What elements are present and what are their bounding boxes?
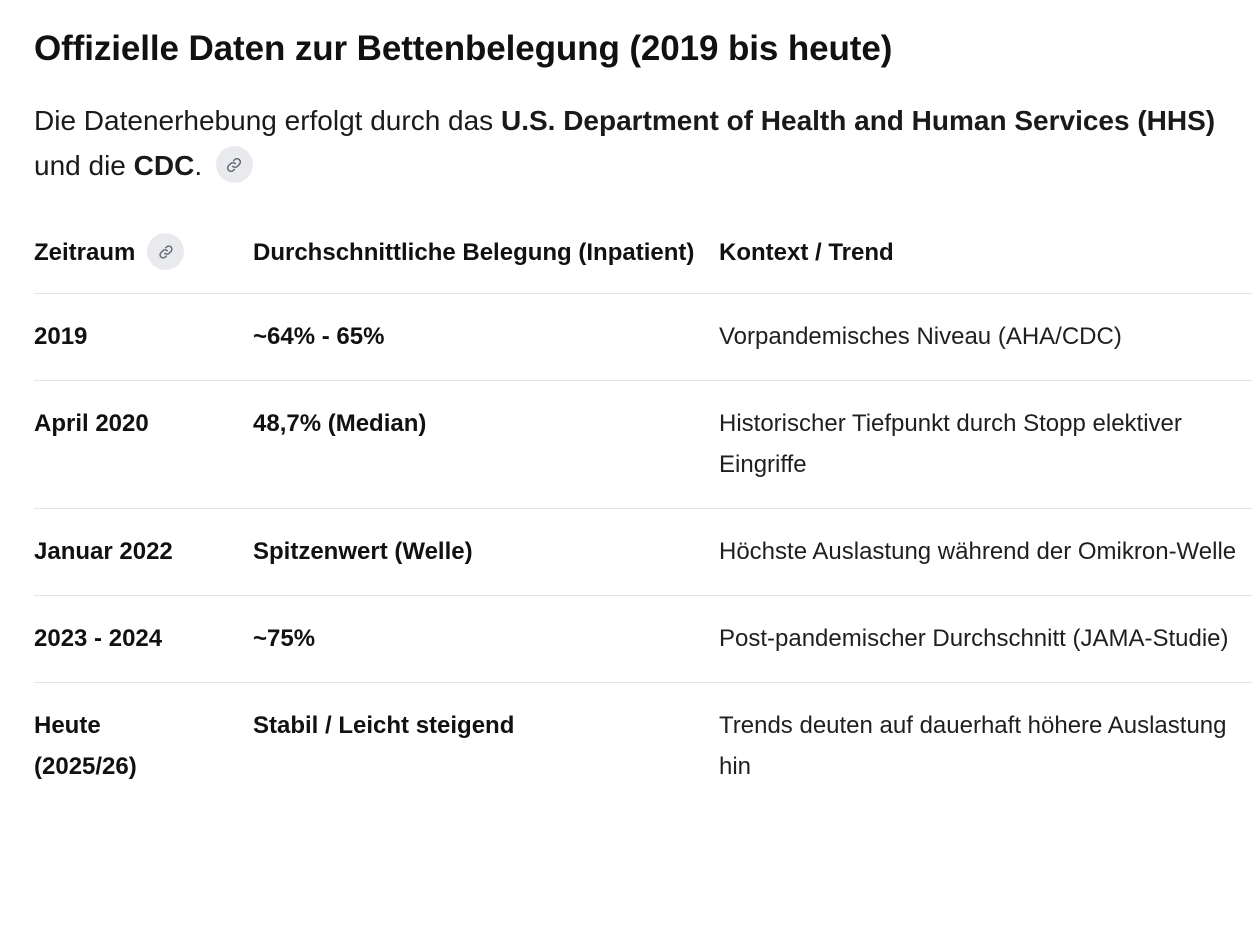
occupancy-table: Zeitraum Durchschnittliche Belegung (Inp… bbox=[34, 220, 1252, 810]
cell-occupancy: ~75% bbox=[253, 625, 316, 652]
cell-period: Januar 2022 bbox=[34, 538, 173, 565]
cell-period: Heute (2025/26) bbox=[34, 712, 137, 780]
link-icon bbox=[158, 244, 173, 259]
intro-paragraph: Die Datenerhebung erfolgt durch das U.S.… bbox=[34, 98, 1234, 188]
table-row: 2023 - 2024 ~75% Post-pandemischer Durch… bbox=[34, 595, 1252, 683]
period-source-link-button[interactable] bbox=[147, 233, 185, 270]
header-context: Kontext / Trend bbox=[719, 239, 894, 266]
source-link-button[interactable] bbox=[215, 146, 253, 183]
intro-org-cdc: CDC bbox=[133, 150, 195, 181]
intro-middle: und die bbox=[34, 150, 134, 181]
cell-context: Post-pandemischer Durchschnitt (JAMA-Stu… bbox=[719, 625, 1229, 652]
cell-period: 2023 - 2024 bbox=[34, 625, 163, 652]
cell-period: April 2020 bbox=[34, 410, 149, 437]
cell-context: Historischer Tiefpunkt durch Stopp elekt… bbox=[719, 410, 1182, 478]
header-occupancy: Durchschnittliche Belegung (Inpatient) bbox=[253, 220, 719, 294]
cell-occupancy: ~64% - 65% bbox=[253, 323, 385, 350]
table-row: April 2020 48,7% (Median) Historischer T… bbox=[34, 380, 1252, 509]
table-row: 2019 ~64% - 65% Vorpandemisches Niveau (… bbox=[34, 293, 1252, 381]
cell-context: Trends deuten auf dauerhaft höhere Ausla… bbox=[719, 712, 1227, 780]
table-row: Januar 2022 Spitzenwert (Welle) Höchste … bbox=[34, 508, 1252, 596]
cell-occupancy: Spitzenwert (Welle) bbox=[253, 538, 473, 565]
link-icon bbox=[227, 157, 242, 172]
cell-context: Vorpandemisches Niveau (AHA/CDC) bbox=[719, 323, 1122, 350]
header-period-label: Zeitraum bbox=[34, 239, 136, 266]
cell-occupancy: Stabil / Leicht steigend bbox=[253, 712, 515, 739]
intro-org-hhs: U.S. Department of Health and Human Serv… bbox=[500, 105, 1216, 136]
cell-occupancy: 48,7% (Median) bbox=[253, 410, 427, 437]
cell-context: Höchste Auslastung während der Omikron-W… bbox=[719, 538, 1237, 565]
intro-suffix: . bbox=[194, 150, 203, 181]
header-period: Zeitraum bbox=[34, 220, 253, 294]
intro-prefix: Die Datenerhebung erfolgt durch das bbox=[34, 105, 501, 136]
table-header-row: Zeitraum Durchschnittliche Belegung (Inp… bbox=[34, 220, 1252, 294]
page-title: Offizielle Daten zur Bettenbelegung (201… bbox=[34, 29, 893, 68]
table-row: Heute (2025/26) Stabil / Leicht steigend… bbox=[34, 682, 1252, 811]
cell-period: 2019 bbox=[34, 323, 88, 350]
header-occupancy-label: Durchschnittliche Belegung (Inpatient) bbox=[253, 239, 695, 266]
